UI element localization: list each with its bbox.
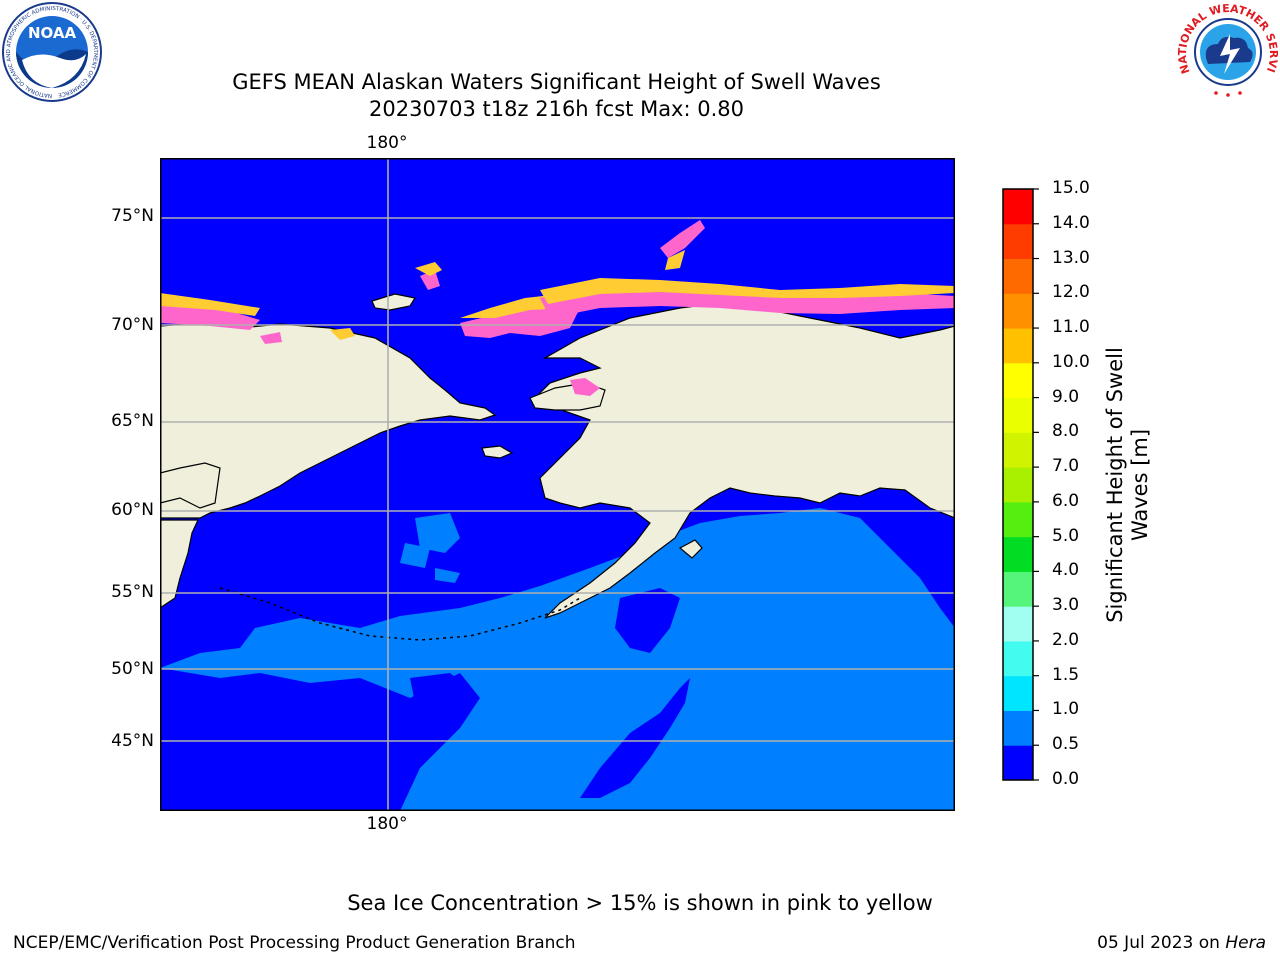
land-alaska (534, 302, 955, 619)
colorbar-label: Significant Height of Swell Waves [m] (1103, 347, 1153, 623)
colorbar-swatch (1003, 501, 1033, 538)
land-st-lawrence-island (481, 445, 514, 459)
lat-label-45: 45°N (111, 731, 154, 751)
colorbar-swatch (1003, 675, 1033, 711)
swell-region-0-5m (160, 508, 955, 811)
lat-label-50: 50°N (111, 659, 154, 679)
colorbar-tick-label: 10.0 (1052, 351, 1090, 372)
nws-logo: NATIONAL WEATHER SERVICE (1176, 0, 1280, 99)
colorbar-label-line1: Significant Height of Swell (1103, 347, 1127, 623)
colorbar-tick-label: 0.5 (1052, 734, 1080, 755)
colorbar-tick-label: 1.5 (1052, 664, 1080, 685)
colorbar-tick-label: 6.0 (1052, 490, 1080, 511)
colorbar-tick-label: 12.0 (1052, 282, 1090, 303)
colorbar-tick-label: 8.0 (1052, 421, 1080, 442)
swell-patch-west (160, 703, 190, 748)
colorbar-tick-label: 14.0 (1052, 212, 1090, 233)
land-wrangel-island (371, 293, 416, 311)
noaa-logo-text: NOAA (28, 24, 77, 42)
colorbar-swatch (1003, 745, 1033, 781)
lat-label-60: 60°N (111, 500, 154, 520)
colorbar-swatch (1003, 293, 1033, 329)
aleutian-chain (219, 587, 581, 641)
map-panel (160, 158, 955, 811)
swell-patch-gulf (580, 678, 690, 798)
lon-label-top: 180° (366, 133, 408, 153)
swell-patch-aleutian (410, 673, 470, 718)
colorbar-swatch (1003, 397, 1033, 433)
colorbar-tick-label: 9.0 (1052, 386, 1080, 407)
footer-date-text: 05 Jul 2023 on (1097, 933, 1220, 953)
colorbar-swatch (1003, 258, 1033, 294)
colorbar-swatch (1003, 640, 1033, 677)
lat-label-65: 65°N (111, 411, 154, 431)
lat-label-70: 70°N (111, 315, 154, 335)
land-kamchatka (160, 519, 199, 609)
colorbar-tick-label: 2.0 (1052, 629, 1080, 650)
map-title: GEFS MEAN Alaskan Waters Significant Hei… (232, 70, 881, 94)
swell-patch-bering (400, 513, 460, 583)
colorbar-swatch (1003, 467, 1033, 503)
colorbar-swatch (1003, 328, 1033, 364)
colorbar-tick-label: 11.0 (1052, 317, 1090, 338)
colorbar-tick-label: 4.0 (1052, 560, 1080, 581)
land-siberia-south (160, 462, 221, 509)
colorbar-tick-label: 1.0 (1052, 699, 1080, 720)
colorbar-tick-label: 0.0 (1052, 769, 1080, 789)
noaa-logo: NOAA NATIONAL OCEANIC AND ATMOSPHERIC AD… (2, 2, 102, 102)
colorbar-tick-label: 7.0 (1052, 456, 1080, 477)
lat-label-75: 75°N (111, 206, 154, 226)
colorbar-swatch (1003, 223, 1033, 260)
sea-ice-note: Sea Ice Concentration > 15% is shown in … (347, 891, 933, 915)
colorbar-tick-label: 3.0 (1052, 595, 1080, 616)
swell-patch-kodiak (615, 588, 680, 653)
colorbar-label-line2: Waves [m] (1128, 428, 1152, 542)
sea-ice-overlay (160, 220, 955, 396)
colorbar-tick-label: 13.0 (1052, 247, 1090, 268)
colorbar-swatch (1003, 571, 1033, 607)
land-siberia (160, 322, 497, 519)
colorbar-tick-label: 15.0 (1052, 178, 1090, 198)
footer-date: 05 Jul 2023 on Hera (1097, 933, 1266, 953)
lat-label-55: 55°N (111, 582, 154, 602)
colorbar-swatch (1003, 710, 1033, 746)
colorbar (1002, 188, 1039, 781)
colorbar-swatch (1003, 606, 1033, 642)
graticule (160, 158, 955, 811)
footer-machine: Hera (1225, 933, 1266, 953)
land-kodiak-island (678, 539, 703, 559)
colorbar-tick-label: 5.0 (1052, 525, 1080, 546)
lon-label-bottom: 180° (366, 814, 408, 834)
colorbar-swatch (1003, 189, 1033, 225)
footer-organization: NCEP/EMC/Verification Post Processing Pr… (13, 933, 576, 953)
colorbar-swatch (1003, 432, 1033, 468)
colorbar-swatch (1003, 536, 1033, 572)
map-subtitle: 20230703 t18z 216h fcst Max: 0.80 (369, 97, 744, 121)
colorbar-swatch (1003, 362, 1033, 399)
